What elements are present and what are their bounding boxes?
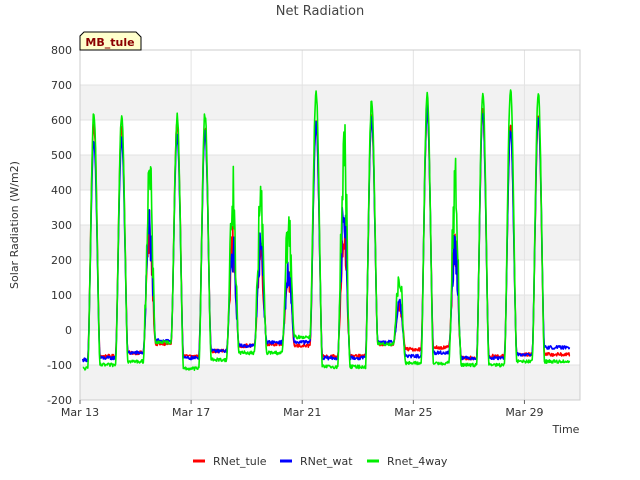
grid-band (80, 225, 580, 260)
grid-band (80, 365, 580, 400)
x-tick-label: Mar 17 (172, 406, 210, 419)
y-tick-label: 400 (51, 184, 72, 197)
legend-label-rnet-wat: RNet_wat (300, 455, 353, 468)
x-tick-label: Mar 29 (505, 406, 543, 419)
plot-area-border (79, 49, 581, 401)
site-badge-label: MB_tule (85, 36, 134, 49)
legend: RNet_tule RNet_wat Rnet_4way (193, 455, 448, 468)
y-tick-label: 300 (51, 219, 72, 232)
grid-band (80, 85, 580, 120)
y-tick-label: 100 (51, 289, 72, 302)
chart-title: Net Radiation (276, 4, 364, 19)
x-axis-ticks: Mar 13 Mar 17 Mar 21 Mar 25 Mar 29 (61, 400, 544, 419)
y-tick-label: 200 (51, 254, 72, 267)
x-tick-label: Mar 13 (61, 406, 99, 419)
y-tick-label: 700 (51, 79, 72, 92)
y-tick-label: 0 (65, 324, 72, 337)
grid-bands (80, 85, 580, 400)
y-tick-label: 800 (51, 44, 72, 57)
site-badge-box (79, 31, 142, 51)
y-tick-label: -100 (47, 359, 72, 372)
series-line-rnet-4way (82, 89, 571, 371)
y-axis-ticks: -200 -100 0 100 200 300 400 500 600 700 800 (47, 44, 72, 407)
series-layer (82, 89, 571, 371)
grid-band (80, 155, 580, 190)
legend-label-rnet-4way: Rnet_4way (387, 455, 448, 468)
grid-band (80, 295, 580, 330)
legend-label-rnet-tule: RNet_tule (213, 455, 267, 468)
y-tick-label: -200 (47, 394, 72, 407)
x-tick-label: Mar 25 (394, 406, 432, 419)
y-axis-title: Solar Radiation (W/m2) (8, 161, 21, 289)
site-badge: MB_tule (79, 31, 142, 51)
x-tick-label: Mar 21 (283, 406, 321, 419)
y-tick-label: 600 (51, 114, 72, 127)
y-tick-label: 500 (51, 149, 72, 162)
x-axis-title: Time (552, 423, 580, 436)
